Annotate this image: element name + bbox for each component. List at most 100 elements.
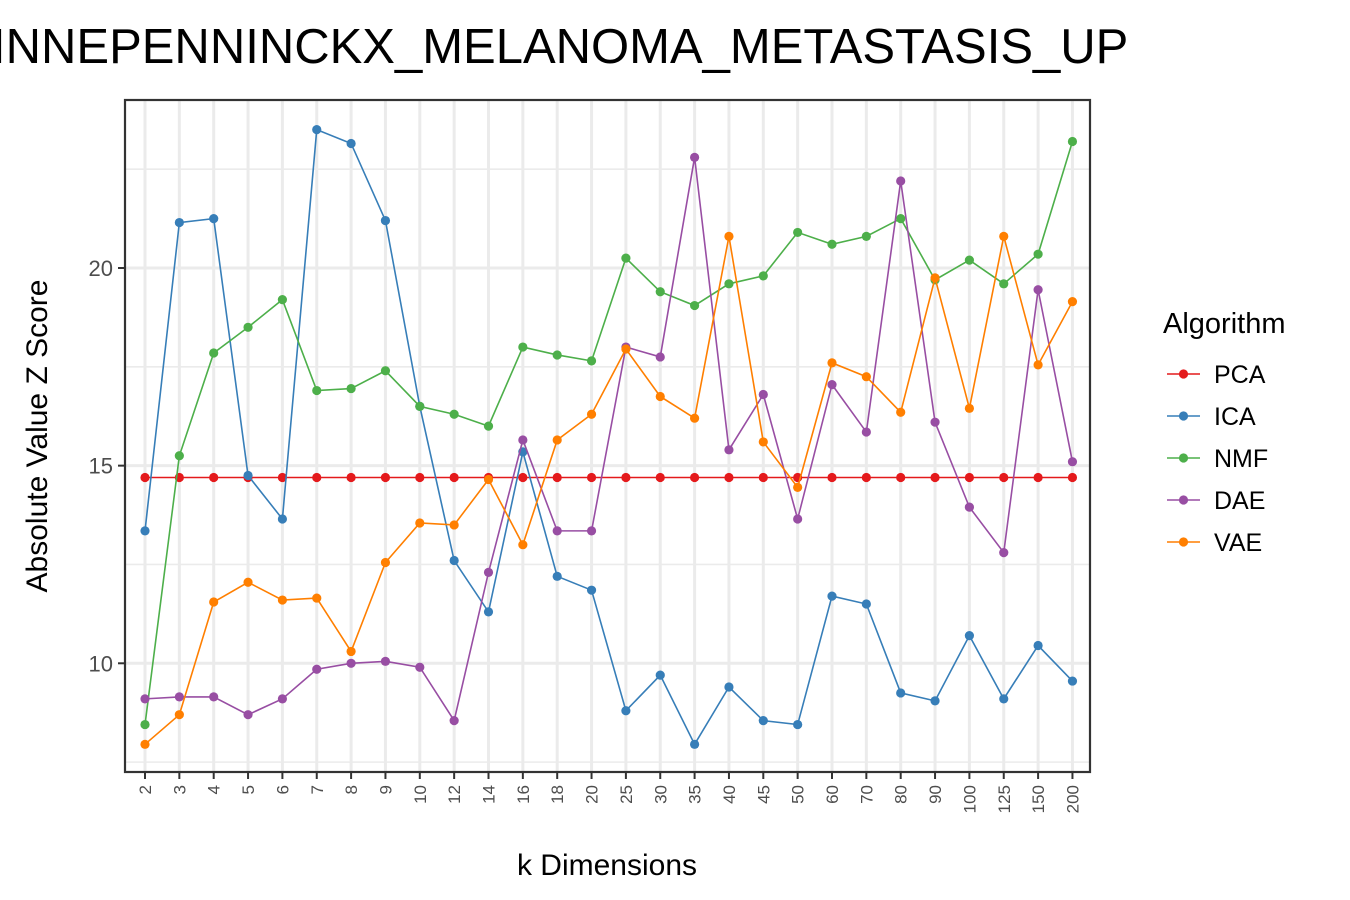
- data-point-vae: [1033, 360, 1043, 370]
- data-point-vae: [346, 646, 356, 657]
- data-point-ica: [827, 591, 837, 601]
- data-point-ica: [621, 706, 631, 716]
- data-point-dae: [827, 380, 837, 390]
- data-point-ica: [690, 739, 700, 749]
- data-point-pca: [655, 472, 665, 483]
- data-point-dae: [1067, 457, 1078, 467]
- x-tick-label: 45: [754, 785, 773, 804]
- legend-key-point: [1178, 537, 1189, 547]
- data-point-nmf: [415, 401, 425, 411]
- data-point-vae: [586, 409, 597, 419]
- data-point-ica: [483, 607, 494, 617]
- x-tick-label: 50: [789, 785, 808, 804]
- data-point-vae: [964, 403, 975, 413]
- data-point-ica: [174, 217, 184, 228]
- data-point-pca: [999, 472, 1009, 483]
- series-line-nmf: [144, 141, 1074, 725]
- data-point-pca: [690, 472, 700, 483]
- data-point-dae: [518, 435, 528, 445]
- data-point-ica: [930, 696, 940, 706]
- series-line-dae: [144, 157, 1074, 723]
- x-tick-label: 5: [239, 785, 258, 794]
- data-point-ica: [449, 555, 459, 566]
- chart-title: INNEPENNINCKX_MELANOMA_METASTASIS_UP: [0, 20, 1128, 74]
- data-point-ica: [243, 470, 253, 481]
- data-point-nmf: [243, 322, 253, 332]
- series-line-vae: [144, 236, 1074, 745]
- x-tick-label: 125: [995, 785, 1014, 813]
- x-tick-label: 10: [411, 785, 430, 804]
- data-point-ica: [999, 694, 1009, 704]
- data-point-vae: [1067, 297, 1078, 307]
- data-point-nmf: [312, 385, 322, 396]
- data-point-vae: [690, 413, 700, 423]
- legend-key-point: [1178, 453, 1189, 463]
- data-point-dae: [552, 526, 562, 536]
- data-point-pca: [312, 472, 322, 483]
- data-point-ica: [586, 585, 597, 595]
- data-point-nmf: [277, 295, 287, 305]
- data-point-nmf: [999, 279, 1009, 289]
- data-point-vae: [312, 593, 322, 603]
- legend-label: DAE: [1214, 487, 1265, 515]
- data-point-pca: [827, 472, 837, 483]
- x-tick-label: 6: [273, 785, 292, 794]
- data-point-dae: [483, 567, 494, 577]
- data-point-pca: [209, 472, 219, 483]
- data-point-nmf: [1067, 136, 1078, 147]
- data-point-pca: [621, 472, 631, 483]
- data-point-pca: [277, 472, 287, 483]
- x-tick-label: 40: [720, 785, 739, 804]
- x-tick-label: 30: [651, 785, 670, 804]
- data-point-nmf: [896, 213, 906, 224]
- data-point-vae: [827, 358, 837, 368]
- data-point-pca: [415, 472, 425, 483]
- legend-title: Algorithm: [1163, 308, 1286, 340]
- series-pca: [140, 472, 1078, 483]
- data-point-nmf: [449, 409, 459, 419]
- data-point-ica: [1067, 676, 1078, 686]
- x-tick-label: 14: [480, 785, 499, 804]
- data-point-ica: [793, 719, 803, 730]
- data-point-dae: [964, 502, 975, 512]
- data-point-pca: [449, 472, 459, 483]
- data-point-nmf: [380, 366, 391, 376]
- data-point-vae: [243, 577, 253, 587]
- data-point-ica: [346, 138, 356, 149]
- data-point-nmf: [174, 451, 184, 461]
- data-point-pca: [724, 472, 734, 483]
- data-point-vae: [655, 391, 665, 402]
- data-point-nmf: [793, 227, 803, 238]
- data-point-nmf: [586, 356, 597, 366]
- data-point-nmf: [552, 350, 562, 360]
- x-tick-label: 7: [308, 785, 327, 794]
- data-point-nmf: [518, 342, 528, 352]
- x-tick-label: 90: [926, 785, 945, 804]
- x-tick-label: 200: [1063, 785, 1082, 813]
- data-point-ica: [380, 215, 391, 226]
- data-point-pca: [380, 472, 391, 483]
- data-point-nmf: [827, 239, 837, 249]
- data-point-vae: [758, 437, 768, 447]
- data-point-ica: [277, 514, 287, 524]
- data-point-vae: [140, 739, 150, 749]
- data-point-nmf: [861, 231, 871, 241]
- y-axis-label: Absolute Value Z Score: [21, 280, 54, 593]
- x-tick-label: 70: [857, 785, 876, 804]
- x-tick-label: 20: [583, 785, 602, 804]
- data-point-nmf: [1033, 249, 1043, 259]
- data-point-dae: [380, 656, 391, 666]
- data-point-ica: [964, 631, 975, 641]
- data-point-dae: [1033, 285, 1043, 295]
- data-point-pca: [758, 472, 768, 483]
- data-point-nmf: [621, 253, 631, 263]
- legend-item-nmf: NMF: [1167, 445, 1268, 473]
- data-point-pca: [518, 472, 528, 483]
- data-point-pca: [964, 472, 975, 483]
- data-point-dae: [690, 152, 700, 162]
- data-point-vae: [449, 520, 459, 530]
- data-point-ica: [896, 688, 906, 698]
- data-point-ica: [655, 670, 665, 680]
- data-point-vae: [896, 407, 906, 417]
